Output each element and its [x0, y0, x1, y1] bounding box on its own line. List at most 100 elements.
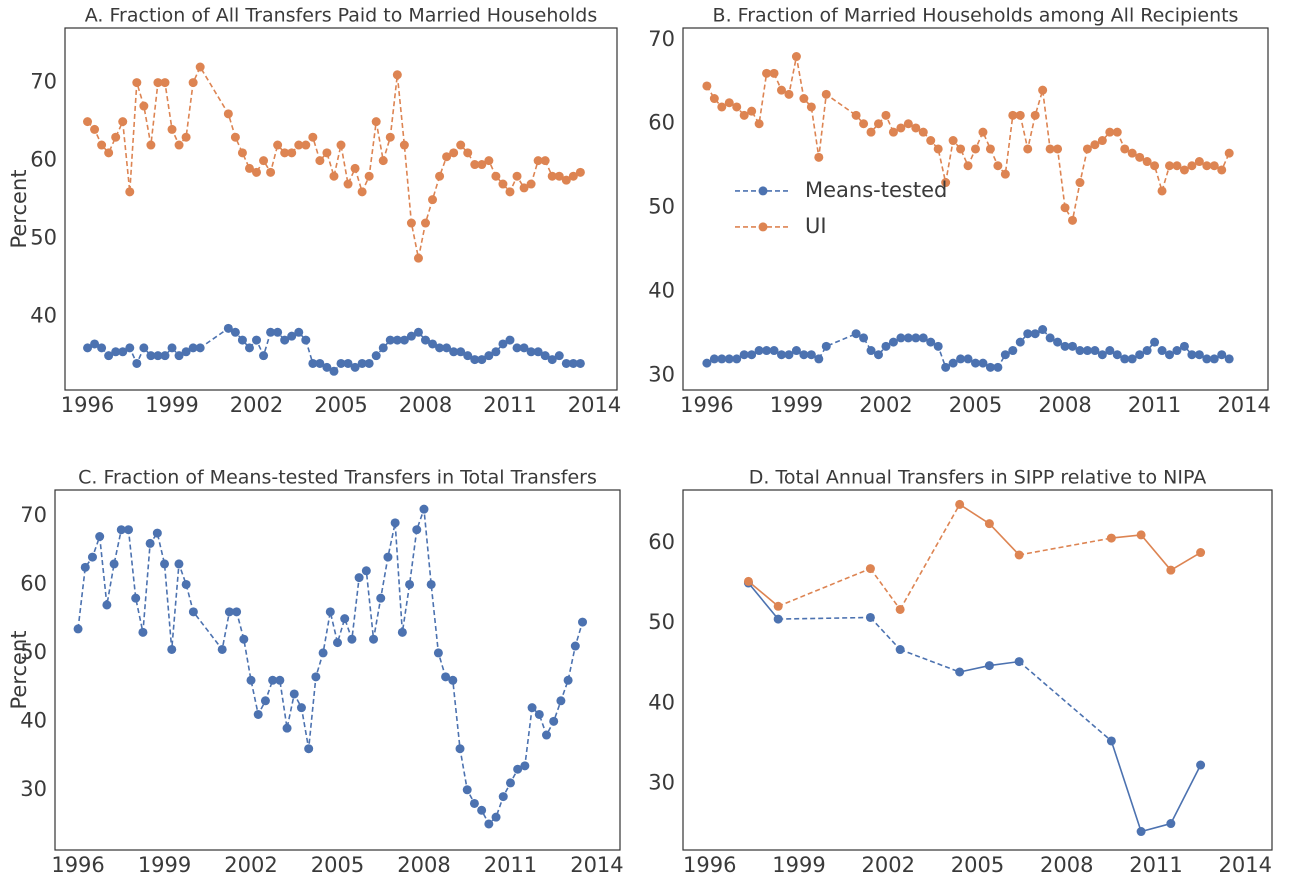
marker: [167, 124, 177, 134]
marker: [448, 675, 458, 685]
marker: [102, 600, 112, 610]
marker: [1112, 350, 1122, 360]
plot-frame: [54, 489, 621, 851]
marker: [732, 354, 742, 364]
marker: [1209, 161, 1219, 171]
marker: [95, 532, 105, 542]
marker: [83, 343, 93, 353]
marker: [773, 601, 783, 611]
legend-label: Means-tested: [805, 178, 947, 202]
marker: [709, 354, 719, 364]
panel-title: A. Fraction of All Transfers Paid to Mar…: [85, 5, 598, 27]
series-line-segment: [988, 523, 1020, 556]
marker: [1097, 350, 1107, 360]
legend-marker: [758, 222, 768, 232]
marker: [426, 579, 436, 589]
marker: [799, 94, 809, 104]
panel-title: C. Fraction of Means-tested Transfers in…: [78, 467, 597, 489]
marker: [1196, 548, 1206, 558]
marker: [754, 346, 764, 356]
x-tick-label: 2005: [951, 853, 1004, 875]
marker: [462, 785, 472, 795]
marker: [963, 161, 973, 171]
marker: [776, 85, 786, 95]
marker: [519, 343, 529, 353]
marker: [138, 627, 148, 637]
marker: [152, 528, 162, 538]
marker: [1045, 144, 1055, 154]
marker: [232, 607, 242, 617]
marker: [237, 335, 247, 345]
marker: [146, 351, 156, 361]
x-tick-label: 2008: [397, 853, 450, 875]
marker: [301, 140, 311, 150]
marker: [1000, 169, 1010, 179]
marker: [266, 327, 276, 337]
marker: [406, 218, 416, 228]
marker: [1224, 354, 1234, 364]
marker: [378, 156, 388, 166]
x-tick-label: 2002: [224, 853, 277, 875]
marker: [941, 362, 951, 372]
y-tick-label: 60: [20, 571, 47, 595]
series-line-segment: [1018, 660, 1112, 742]
marker: [428, 339, 438, 349]
marker: [554, 171, 564, 181]
series-line-segment: [778, 616, 871, 620]
marker: [223, 323, 233, 333]
marker: [702, 358, 712, 368]
marker: [1224, 148, 1234, 158]
marker: [1202, 161, 1212, 171]
marker: [1015, 337, 1025, 347]
marker: [364, 358, 374, 368]
marker: [442, 343, 452, 353]
marker: [224, 607, 234, 617]
marker: [237, 148, 247, 158]
marker: [732, 102, 742, 112]
marker: [433, 648, 443, 658]
marker: [993, 161, 1003, 171]
marker: [273, 327, 283, 337]
marker: [333, 638, 342, 648]
marker: [1023, 144, 1033, 154]
marker: [195, 62, 205, 72]
marker: [90, 124, 100, 134]
marker: [90, 339, 100, 349]
marker: [806, 102, 816, 112]
marker: [556, 696, 566, 706]
marker: [268, 675, 278, 685]
marker: [1142, 157, 1152, 167]
marker: [350, 163, 360, 173]
marker: [1157, 346, 1167, 356]
plot-frame: [64, 27, 618, 391]
marker: [1008, 346, 1018, 356]
marker: [343, 179, 353, 189]
marker: [174, 140, 184, 150]
marker: [420, 335, 430, 345]
marker: [153, 351, 163, 361]
marker: [275, 675, 285, 685]
marker: [139, 343, 149, 353]
marker: [739, 350, 749, 360]
marker: [371, 351, 381, 361]
marker: [1068, 341, 1078, 351]
marker: [73, 624, 83, 634]
marker: [97, 140, 107, 150]
marker: [955, 499, 965, 509]
x-tick-label: 2002: [862, 853, 915, 875]
y-axis-label: Percent: [7, 630, 31, 709]
marker: [926, 337, 936, 347]
marker: [1090, 346, 1100, 356]
x-tick-label: 2002: [230, 393, 283, 417]
x-tick-label: 1996: [680, 393, 733, 417]
marker: [578, 617, 588, 627]
x-tick-label: 2002: [859, 393, 912, 417]
marker: [273, 140, 283, 150]
marker: [294, 140, 304, 150]
marker: [315, 358, 325, 368]
marker: [1196, 760, 1206, 770]
marker: [865, 612, 875, 622]
marker: [217, 644, 227, 654]
marker: [301, 335, 311, 345]
